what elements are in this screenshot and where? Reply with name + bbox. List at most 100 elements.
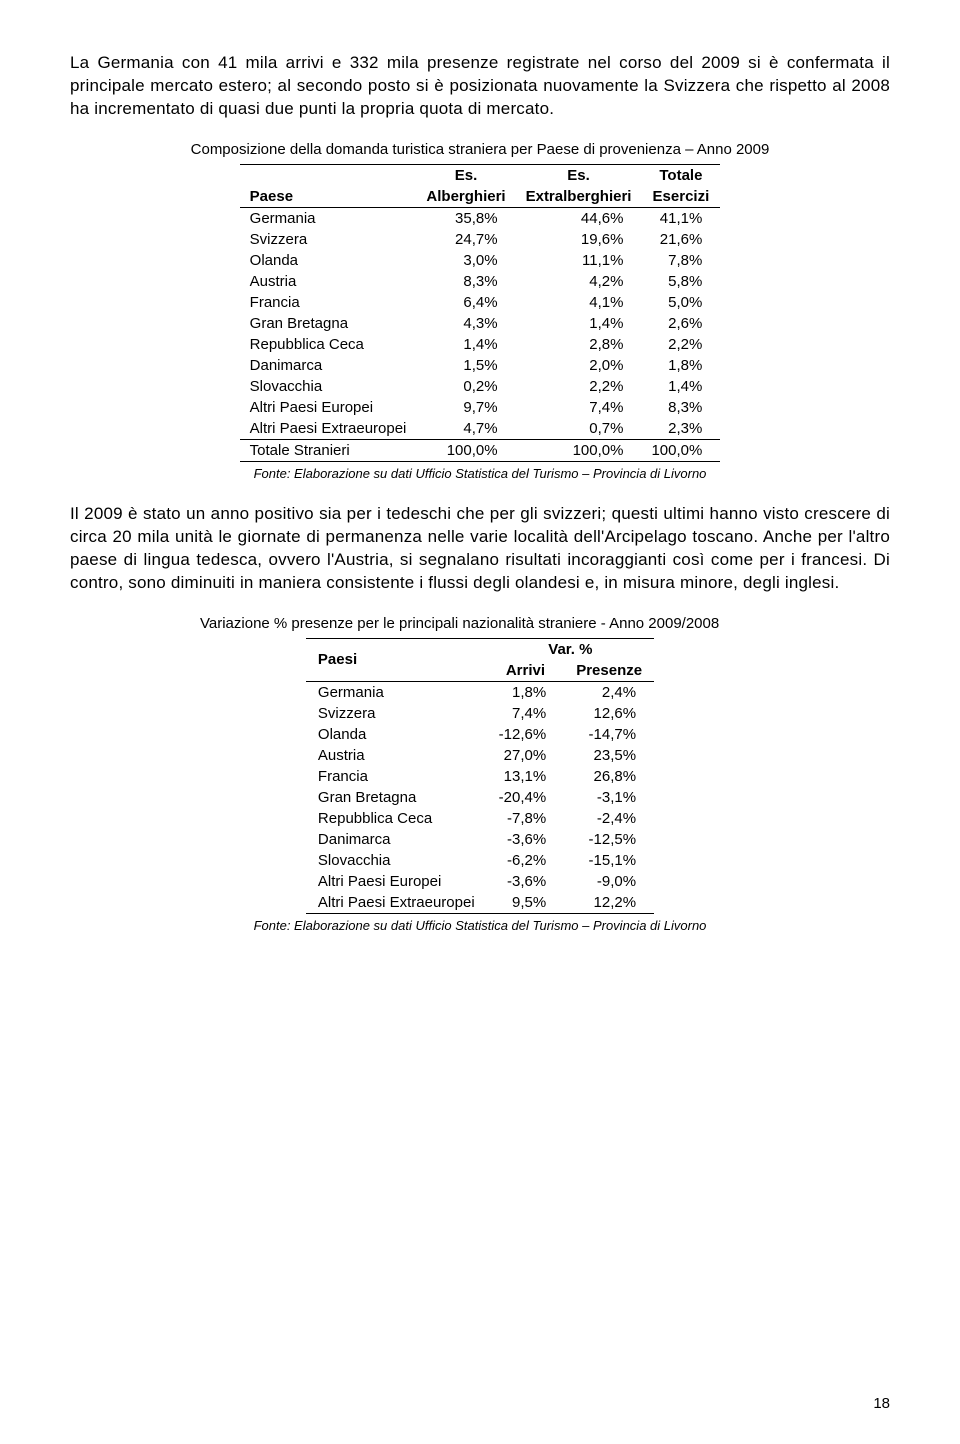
table-row: Slovacchia-6,2%-15,1% [306,850,654,871]
table2-cell-v2: 2,4% [564,681,654,703]
table-row: Svizzera24,7%19,6%21,6% [240,229,721,250]
table1-total-v3: 100,0% [641,439,720,461]
table1-cell-label: Danimarca [240,355,417,376]
table-row: Francia6,4%4,1%5,0% [240,292,721,313]
table2-cell-v1: -12,6% [487,724,565,745]
table-row: Olanda3,0%11,1%7,8% [240,250,721,271]
table-row: Gran Bretagna4,3%1,4%2,6% [240,313,721,334]
table1-cell-v2: 2,0% [516,355,642,376]
table2-cell-v1: 7,4% [487,703,565,724]
table1-cell-v1: 1,4% [416,334,515,355]
table1-cell-label: Repubblica Ceca [240,334,417,355]
table-row: Francia13,1%26,8% [306,766,654,787]
table1-cell-label: Svizzera [240,229,417,250]
table2: Paesi Var. % Arrivi Presenze Germania1,8… [306,638,654,914]
page-number: 18 [873,1395,890,1412]
table2-cell-v2: 12,6% [564,703,654,724]
table1-cell-v1: 0,2% [416,376,515,397]
table1-cell-v1: 35,8% [416,207,515,229]
table-row: Danimarca1,5%2,0%1,8% [240,355,721,376]
table1-cell-label: Germania [240,207,417,229]
table2-cell-v2: -9,0% [564,871,654,892]
table2-cell-v2: 23,5% [564,745,654,766]
table2-cell-v2: -15,1% [564,850,654,871]
table1-cell-label: Altri Paesi Europei [240,397,417,418]
table2-header-arrivi: Arrivi [487,660,565,682]
paragraph-1: La Germania con 41 mila arrivi e 332 mil… [70,52,890,121]
table1-cell-v1: 1,5% [416,355,515,376]
table2-cell-v2: -12,5% [564,829,654,850]
table1-cell-v1: 3,0% [416,250,515,271]
table1-header-tot-a: Totale [641,164,720,186]
table1-total-row: Totale Stranieri100,0%100,0%100,0% [240,439,721,461]
table2-cell-label: Olanda [306,724,487,745]
table-row: Olanda-12,6%-14,7% [306,724,654,745]
table2-caption: Fonte: Elaborazione su dati Ufficio Stat… [70,918,890,933]
table1-cell-v1: 9,7% [416,397,515,418]
table2-cell-label: Altri Paesi Extraeuropei [306,892,487,914]
table2-cell-v2: 12,2% [564,892,654,914]
table2-cell-label: Slovacchia [306,850,487,871]
table1-cell-v3: 2,2% [641,334,720,355]
paragraph-2: Il 2009 è stato un anno positivo sia per… [70,503,890,595]
table2-cell-v1: -6,2% [487,850,565,871]
table2-cell-label: Austria [306,745,487,766]
table-row: Gran Bretagna-20,4%-3,1% [306,787,654,808]
table-row: Germania1,8%2,4% [306,681,654,703]
table2-cell-v1: -20,4% [487,787,565,808]
table-row: Slovacchia0,2%2,2%1,4% [240,376,721,397]
table2-header-var: Var. % [487,638,654,660]
table2-cell-label: Germania [306,681,487,703]
table2-cell-label: Francia [306,766,487,787]
table-row: Germania35,8%44,6%41,1% [240,207,721,229]
table2-cell-label: Gran Bretagna [306,787,487,808]
table1-cell-v2: 4,2% [516,271,642,292]
table2-cell-v1: 13,1% [487,766,565,787]
table1-cell-v2: 2,8% [516,334,642,355]
table1-cell-v1: 8,3% [416,271,515,292]
table2-cell-v1: -3,6% [487,871,565,892]
table1-title: Composizione della domanda turistica str… [70,141,890,158]
table2-cell-v1: -7,8% [487,808,565,829]
table2-cell-v1: 1,8% [487,681,565,703]
table2-cell-v2: -14,7% [564,724,654,745]
table1-total-label: Totale Stranieri [240,439,417,461]
table2-body: Germania1,8%2,4%Svizzera7,4%12,6%Olanda-… [306,681,654,913]
table1-cell-label: Altri Paesi Extraeuropei [240,418,417,440]
table2-cell-v1: 9,5% [487,892,565,914]
table1-cell-v3: 1,8% [641,355,720,376]
table1-cell-label: Olanda [240,250,417,271]
table-row: Danimarca-3,6%-12,5% [306,829,654,850]
table1: Paese Es. Es. Totale Alberghieri Extralb… [240,164,721,462]
table1-cell-v1: 4,3% [416,313,515,334]
table2-cell-v2: -2,4% [564,808,654,829]
table1-cell-v2: 7,4% [516,397,642,418]
table1-cell-v3: 5,0% [641,292,720,313]
table1-cell-v2: 44,6% [516,207,642,229]
table-row: Altri Paesi Europei-3,6%-9,0% [306,871,654,892]
table2-cell-v1: -3,6% [487,829,565,850]
table1-header-paese: Paese [240,164,417,207]
table-row: Austria8,3%4,2%5,8% [240,271,721,292]
table1-cell-v3: 5,8% [641,271,720,292]
table2-cell-v2: -3,1% [564,787,654,808]
table1-header-es1a: Es. [416,164,515,186]
page: La Germania con 41 mila arrivi e 332 mil… [0,0,960,1444]
table1-cell-v2: 1,4% [516,313,642,334]
table-row: Altri Paesi Extraeuropei4,7%0,7%2,3% [240,418,721,440]
table1-cell-label: Gran Bretagna [240,313,417,334]
table1-cell-v2: 2,2% [516,376,642,397]
table1-cell-v2: 0,7% [516,418,642,440]
table1-cell-v2: 11,1% [516,250,642,271]
table1-body: Germania35,8%44,6%41,1%Svizzera24,7%19,6… [240,207,721,461]
table2-cell-label: Danimarca [306,829,487,850]
table1-header-es2b: Extralberghieri [516,186,642,208]
table1-cell-label: Austria [240,271,417,292]
table2-cell-label: Svizzera [306,703,487,724]
table1-caption: Fonte: Elaborazione su dati Ufficio Stat… [70,466,890,481]
table1-total-v1: 100,0% [416,439,515,461]
table1-cell-v3: 7,8% [641,250,720,271]
table2-cell-label: Altri Paesi Europei [306,871,487,892]
table1-cell-v3: 41,1% [641,207,720,229]
table1-cell-v3: 21,6% [641,229,720,250]
